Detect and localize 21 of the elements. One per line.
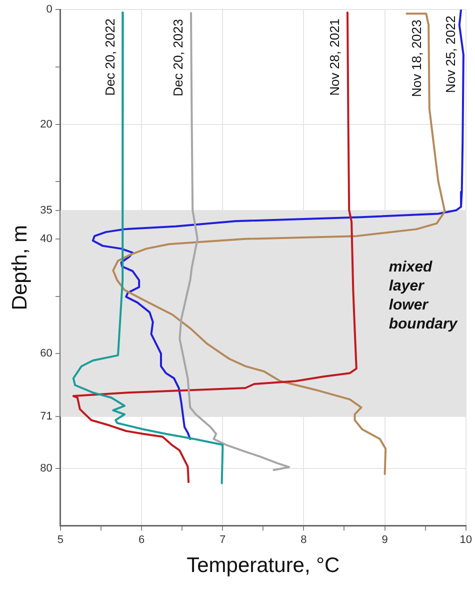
y-tick-label: 35	[40, 204, 52, 216]
x-tick-label: 6	[138, 534, 145, 546]
y-tick-label: 60	[40, 348, 52, 360]
text: Nov 28, 2021	[327, 18, 342, 96]
x-tick-label: 8	[300, 534, 307, 546]
x-tick-label: 10	[460, 534, 472, 546]
y-tick-label: 71	[40, 410, 52, 423]
x-tick-label: 7	[220, 534, 226, 546]
annotation: mixed layer lower boundary	[388, 258, 458, 333]
text: Dec 20, 2023	[170, 19, 186, 96]
y-tick-label: 20	[40, 118, 52, 130]
text: Nov 18, 2023	[408, 20, 424, 97]
y-axis-title: Depth, m	[8, 225, 32, 310]
y-tick-label: 40	[40, 232, 52, 245]
x-tick-label: 9	[382, 534, 388, 546]
y-tick-label: 0	[46, 4, 52, 16]
y-tick-label: 80	[40, 462, 52, 474]
text: Nov 25, 2022	[443, 16, 458, 93]
x-tick-label: 5	[57, 534, 64, 546]
text: Dec 20, 2022	[102, 18, 118, 96]
x-axis-title: Temperature, °C	[186, 554, 340, 578]
